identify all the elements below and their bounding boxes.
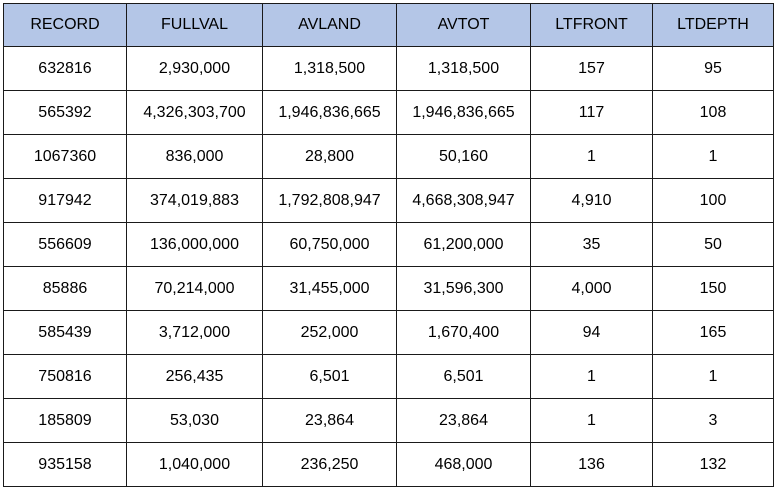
table-cell-ltfront: 35 [530, 222, 653, 267]
table-cell-record: 585439 [3, 310, 127, 355]
data-table-container: RECORD FULLVAL AVLAND AVTOT LTFRONT LTDEPTH 6… [3, 3, 774, 487]
table-cell-record: 565392 [3, 90, 127, 135]
table-row: 750816 256,435 6,501 6,501 1 1 [3, 354, 774, 399]
table-row: 632816 2,930,000 1,318,500 1,318,500 157 95 [3, 46, 774, 91]
table-cell-avtot: 23,864 [396, 398, 531, 443]
table-cell-record: 1067360 [3, 134, 127, 179]
table-cell-ltdepth: 150 [652, 266, 774, 311]
table-row: 556609 136,000,000 60,750,000 61,200,000 35 5… [3, 222, 774, 267]
table-cell-fullval: 3,712,000 [126, 310, 263, 355]
table-cell-record: 632816 [3, 46, 127, 91]
table-cell-fullval: 374,019,883 [126, 178, 263, 223]
table-cell-fullval: 70,214,000 [126, 266, 263, 311]
table-cell-fullval: 136,000,000 [126, 222, 263, 267]
table-cell-fullval: 1,040,000 [126, 442, 263, 487]
table-cell-fullval: 836,000 [126, 134, 263, 179]
table-cell-avland: 236,250 [262, 442, 397, 487]
table-cell-ltfront: 4,000 [530, 266, 653, 311]
column-header-ltdepth: LTDEPTH [652, 3, 774, 47]
table-cell-fullval: 53,030 [126, 398, 263, 443]
table-cell-ltdepth: 50 [652, 222, 774, 267]
table-cell-avland: 252,000 [262, 310, 397, 355]
data-table: RECORD FULLVAL AVLAND AVTOT LTFRONT LTDEPTH 6… [3, 3, 774, 487]
table-cell-fullval: 256,435 [126, 354, 263, 399]
table-cell-ltdepth: 132 [652, 442, 774, 487]
table-cell-avtot: 31,596,300 [396, 266, 531, 311]
table-row: 1067360 836,000 28,800 50,160 1 1 [3, 134, 774, 179]
table-cell-ltdepth: 95 [652, 46, 774, 91]
table-cell-ltfront: 1 [530, 354, 653, 399]
column-header-fullval: FULLVAL [126, 3, 263, 47]
table-cell-avland: 60,750,000 [262, 222, 397, 267]
table-cell-ltdepth: 3 [652, 398, 774, 443]
table-cell-ltfront: 1 [530, 398, 653, 443]
table-cell-avtot: 50,160 [396, 134, 531, 179]
table-cell-record: 750816 [3, 354, 127, 399]
table-cell-avland: 1,792,808,947 [262, 178, 397, 223]
table-cell-avtot: 1,670,400 [396, 310, 531, 355]
table-cell-ltdepth: 1 [652, 134, 774, 179]
table-cell-ltfront: 1 [530, 134, 653, 179]
table-cell-ltdepth: 100 [652, 178, 774, 223]
table-cell-avtot: 468,000 [396, 442, 531, 487]
table-cell-fullval: 2,930,000 [126, 46, 263, 91]
table-cell-avland: 1,946,836,665 [262, 90, 397, 135]
table-cell-record: 185809 [3, 398, 127, 443]
table-cell-avland: 1,318,500 [262, 46, 397, 91]
header-row: RECORD FULLVAL AVLAND AVTOT LTFRONT LTDEPTH [3, 3, 774, 47]
table-row: 935158 1,040,000 236,250 468,000 136 132 [3, 442, 774, 487]
table-cell-avtot: 61,200,000 [396, 222, 531, 267]
table-row: 565392 4,326,303,700 1,946,836,665 1,946,83… [3, 90, 774, 135]
table-cell-avtot: 1,318,500 [396, 46, 531, 91]
column-header-avland: AVLAND [262, 3, 397, 47]
table-cell-record: 917942 [3, 178, 127, 223]
table-cell-avland: 28,800 [262, 134, 397, 179]
table-row: 85886 70,214,000 31,455,000 31,596,300 4,000… [3, 266, 774, 311]
column-header-avtot: AVTOT [396, 3, 531, 47]
table-cell-record: 85886 [3, 266, 127, 311]
table-cell-ltdepth: 1 [652, 354, 774, 399]
table-cell-ltdepth: 165 [652, 310, 774, 355]
table-cell-record: 935158 [3, 442, 127, 487]
table-cell-avtot: 1,946,836,665 [396, 90, 531, 135]
column-header-ltfront: LTFRONT [530, 3, 653, 47]
table-row: 185809 53,030 23,864 23,864 1 3 [3, 398, 774, 443]
table-body: 632816 2,930,000 1,318,500 1,318,500 157 95 56… [3, 46, 774, 487]
table-cell-record: 556609 [3, 222, 127, 267]
table-cell-ltfront: 4,910 [530, 178, 653, 223]
table-cell-ltfront: 117 [530, 90, 653, 135]
table-cell-avtot: 6,501 [396, 354, 531, 399]
table-cell-avland: 6,501 [262, 354, 397, 399]
table-row: 917942 374,019,883 1,792,808,947 4,668,308,… [3, 178, 774, 223]
table-cell-avland: 23,864 [262, 398, 397, 443]
table-cell-ltfront: 94 [530, 310, 653, 355]
table-cell-ltfront: 157 [530, 46, 653, 91]
table-cell-ltfront: 136 [530, 442, 653, 487]
column-header-record: RECORD [3, 3, 127, 47]
table-cell-avtot: 4,668,308,947 [396, 178, 531, 223]
table-cell-ltdepth: 108 [652, 90, 774, 135]
table-cell-fullval: 4,326,303,700 [126, 90, 263, 135]
table-row: 585439 3,712,000 252,000 1,670,400 94 165 [3, 310, 774, 355]
table-cell-avland: 31,455,000 [262, 266, 397, 311]
